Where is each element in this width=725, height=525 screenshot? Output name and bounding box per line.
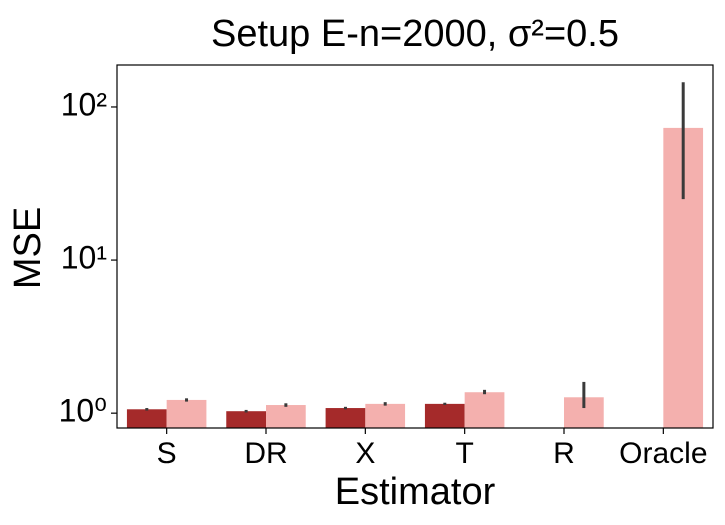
bar	[226, 411, 266, 428]
chart-title: Setup E-n=2000, σ²=0.5	[211, 13, 619, 55]
x-tick-label: R	[553, 437, 575, 470]
bar	[126, 409, 167, 428]
bar	[266, 405, 306, 428]
x-tick-label: S	[157, 437, 177, 470]
bar	[325, 408, 366, 428]
bar	[166, 399, 207, 428]
x-tick-label: T	[456, 437, 474, 470]
bar	[365, 403, 406, 428]
x-tick-label: X	[355, 437, 375, 470]
y-tick-label: 10¹	[61, 240, 107, 276]
y-tick-label: 10²	[61, 86, 108, 122]
plot-frame	[116, 64, 714, 429]
x-axis-label: Estimator	[335, 471, 496, 513]
x-tick-label: Oracle	[619, 437, 707, 470]
bar	[424, 403, 465, 428]
bar	[464, 392, 505, 428]
y-axis-label: MSE	[7, 207, 49, 289]
y-tick-label: 10⁰	[59, 393, 107, 429]
x-tick-label: DR	[244, 437, 287, 470]
